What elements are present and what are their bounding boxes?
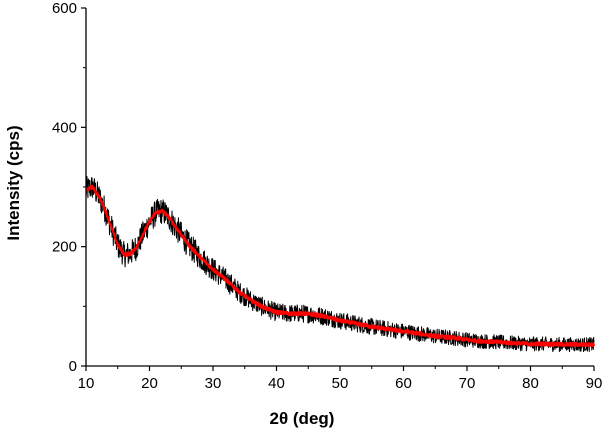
x-tick-label: 60 [395,375,412,392]
y-axis-title: Intensity (cps) [4,125,23,240]
y-tick-label: 600 [52,0,77,17]
series-smoothed-line [85,184,595,348]
x-tick-label: 70 [459,375,476,392]
x-tick-label: 50 [332,375,349,392]
axes-layer [85,8,594,367]
x-tick-label: 10 [78,375,95,392]
x-tick-label: 30 [205,375,222,392]
ticks-layer: 10 20 30 40 50 60 70 80 90 0 200 400 600 [52,0,602,392]
x-tick-label: 90 [586,375,603,392]
series-raw-line [85,176,595,353]
y-tick-label: 400 [52,119,77,136]
y-tick-label: 200 [52,239,77,256]
x-axis-title: 2θ (deg) [270,409,335,428]
y-tick-label: 0 [69,358,77,375]
x-tick-label: 80 [522,375,539,392]
series-layer [85,176,595,353]
x-tick-label: 40 [268,375,285,392]
x-tick-label: 20 [141,375,158,392]
